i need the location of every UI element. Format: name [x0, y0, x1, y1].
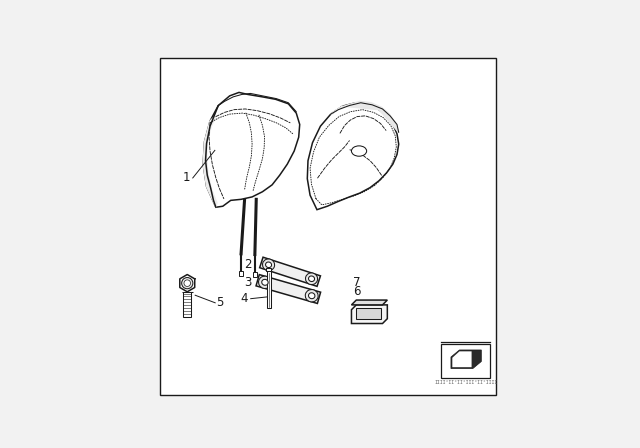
- Circle shape: [182, 278, 193, 289]
- Polygon shape: [451, 350, 481, 369]
- Text: IIII°II°II°III°II°IIII: IIII°II°II°III°II°IIII: [434, 379, 497, 385]
- Ellipse shape: [308, 293, 315, 299]
- Bar: [266, 267, 271, 271]
- Text: 6: 6: [353, 284, 360, 297]
- Ellipse shape: [266, 262, 271, 267]
- Text: 5: 5: [216, 296, 223, 309]
- Ellipse shape: [351, 146, 367, 156]
- Polygon shape: [180, 275, 195, 292]
- Ellipse shape: [262, 280, 268, 285]
- Circle shape: [184, 280, 191, 286]
- Bar: [441, 344, 490, 378]
- Text: 7: 7: [353, 276, 360, 289]
- Bar: [184, 292, 191, 317]
- Polygon shape: [203, 92, 300, 207]
- Polygon shape: [256, 275, 321, 303]
- Bar: [356, 308, 381, 319]
- Text: 4: 4: [241, 292, 248, 305]
- Polygon shape: [307, 103, 399, 210]
- Bar: [239, 271, 243, 276]
- Polygon shape: [452, 351, 472, 367]
- Polygon shape: [351, 305, 387, 323]
- Polygon shape: [203, 116, 217, 207]
- Ellipse shape: [259, 276, 271, 289]
- Text: 2: 2: [244, 258, 252, 271]
- Polygon shape: [331, 101, 399, 133]
- Polygon shape: [260, 257, 321, 286]
- Ellipse shape: [262, 259, 275, 271]
- Polygon shape: [351, 300, 387, 305]
- Bar: [253, 272, 257, 276]
- Ellipse shape: [305, 289, 318, 302]
- Ellipse shape: [308, 276, 314, 281]
- Text: 1: 1: [182, 172, 190, 185]
- Ellipse shape: [305, 273, 317, 284]
- Bar: [267, 271, 271, 308]
- Text: 3: 3: [244, 276, 252, 289]
